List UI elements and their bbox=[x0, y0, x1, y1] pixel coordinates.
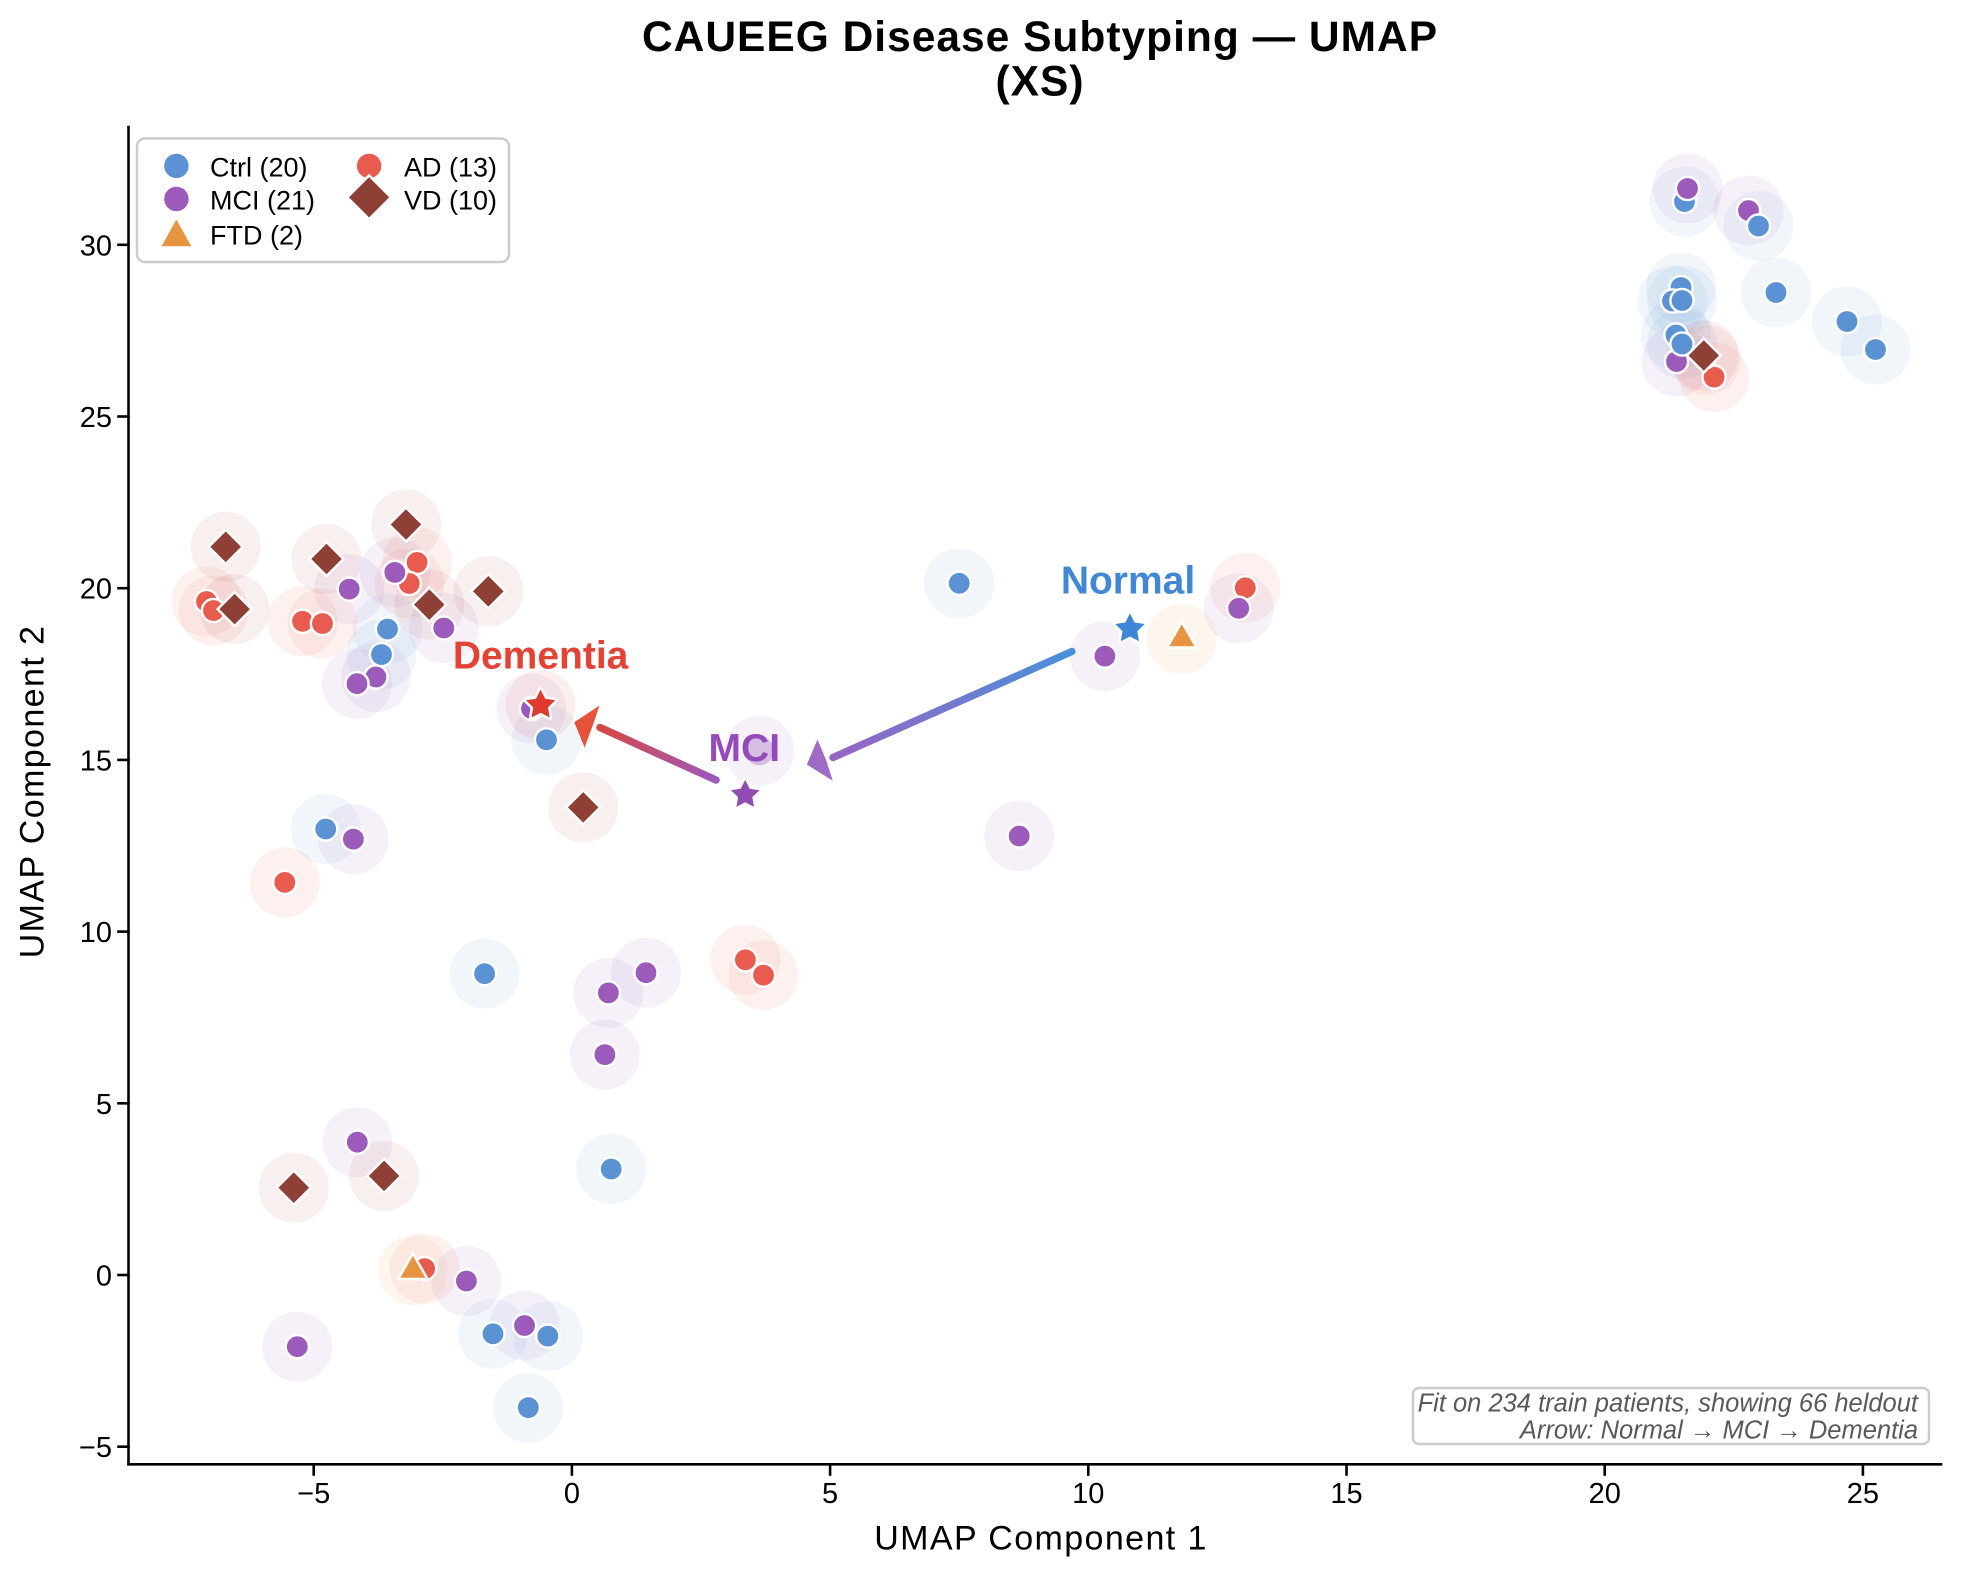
svg-text:FTD (2): FTD (2) bbox=[210, 221, 303, 251]
svg-text:−5: −5 bbox=[79, 1432, 112, 1464]
svg-text:Arrow: Normal → MCI → Dementia: Arrow: Normal → MCI → Dementia bbox=[1518, 1417, 1918, 1445]
svg-text:Normal: Normal bbox=[1061, 560, 1195, 603]
svg-text:25: 25 bbox=[80, 402, 112, 434]
svg-text:5: 5 bbox=[96, 1089, 112, 1121]
svg-text:MCI: MCI bbox=[709, 727, 781, 770]
svg-text:5: 5 bbox=[822, 1478, 838, 1510]
svg-text:15: 15 bbox=[80, 745, 112, 777]
svg-text:AD (13): AD (13) bbox=[404, 152, 497, 182]
svg-text:Dementia: Dementia bbox=[453, 635, 629, 678]
svg-text:10: 10 bbox=[80, 917, 112, 949]
svg-text:Fit on 234 train patients, sho: Fit on 234 train patients, showing 66 he… bbox=[1418, 1390, 1919, 1418]
svg-text:20: 20 bbox=[80, 574, 112, 606]
svg-text:(XS): (XS) bbox=[996, 59, 1085, 106]
svg-text:0: 0 bbox=[96, 1261, 112, 1293]
svg-text:Ctrl (20): Ctrl (20) bbox=[210, 152, 308, 182]
svg-text:10: 10 bbox=[1072, 1478, 1104, 1510]
svg-text:VD (10): VD (10) bbox=[404, 186, 497, 216]
svg-text:20: 20 bbox=[1589, 1478, 1621, 1510]
svg-text:CAUEEG Disease Subtyping — UMA: CAUEEG Disease Subtyping — UMAP bbox=[642, 14, 1438, 61]
svg-text:UMAP Component 2: UMAP Component 2 bbox=[14, 625, 52, 959]
svg-text:30: 30 bbox=[80, 230, 112, 262]
svg-text:0: 0 bbox=[564, 1478, 580, 1510]
svg-text:15: 15 bbox=[1330, 1478, 1362, 1510]
svg-text:UMAP Component 1: UMAP Component 1 bbox=[874, 1520, 1208, 1558]
svg-text:−5: −5 bbox=[297, 1478, 330, 1510]
svg-text:25: 25 bbox=[1847, 1478, 1879, 1510]
svg-text:MCI (21): MCI (21) bbox=[210, 186, 315, 216]
